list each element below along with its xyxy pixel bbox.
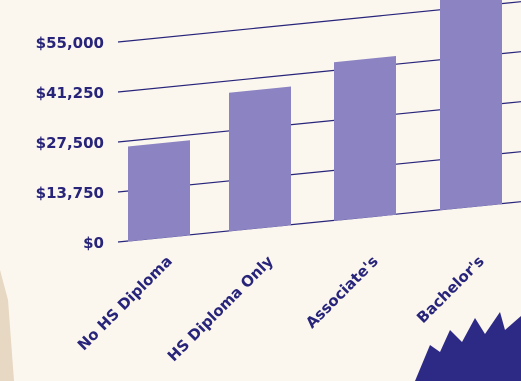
bars <box>128 0 502 242</box>
y-tick-label-2: $27,500 <box>36 134 104 152</box>
y-tick-label-3: $41,250 <box>36 84 104 102</box>
bar-2 <box>334 56 396 221</box>
y-tick-label-1: $13,750 <box>36 184 104 202</box>
y-tick-label-4: $55,000 <box>36 34 104 52</box>
category-label-1: HS Diploma Only <box>164 252 277 365</box>
bar-3 <box>440 0 502 211</box>
category-label-2: Associate's <box>302 252 382 332</box>
category-label-3: Bachelor's <box>413 252 488 327</box>
category-label-0: No HS Diploma <box>74 252 176 354</box>
bar-1 <box>229 86 291 232</box>
y-axis-tick-labels: $0 $13,750 $27,500 $41,250 $55,000 <box>36 34 104 252</box>
paper-edge-shadow <box>0 270 14 381</box>
bar-0 <box>128 140 190 242</box>
y-tick-label-0: $0 <box>83 234 104 252</box>
starburst-badge <box>415 312 521 381</box>
